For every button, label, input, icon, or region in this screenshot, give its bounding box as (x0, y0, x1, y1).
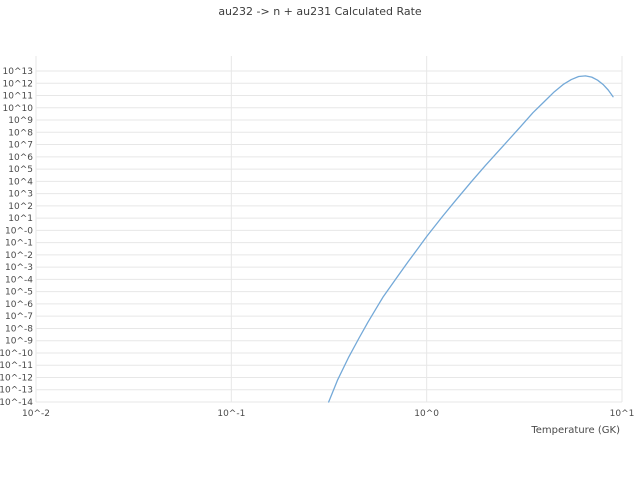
x-tick-label: 10^-1 (217, 409, 245, 419)
y-tick-label: 10^-11 (0, 361, 33, 371)
y-tick-label: 10^-6 (5, 300, 33, 310)
y-tick-label: 10^-4 (5, 275, 33, 285)
y-tick-label: 10^12 (3, 79, 33, 89)
y-tick-label: 10^10 (3, 104, 34, 114)
y-tick-label: 10^-0 (5, 226, 33, 236)
x-tick-label: 10^1 (610, 409, 635, 419)
y-tick-label: 10^7 (8, 141, 33, 151)
x-tick-label: 10^-2 (22, 409, 50, 419)
y-tick-label: 10^-5 (5, 288, 33, 298)
y-tick-label: 10^-10 (0, 349, 33, 359)
y-tick-label: 10^11 (3, 92, 33, 102)
y-tick-label: 10^-3 (5, 263, 33, 273)
y-tick-label: 10^-14 (0, 398, 33, 408)
y-tick-label: 10^-7 (5, 312, 33, 322)
y-tick-label: 10^-12 (0, 373, 33, 383)
y-tick-label: 10^1 (8, 214, 33, 224)
y-tick-label: 10^-1 (5, 239, 33, 249)
rate-curve (328, 75, 614, 403)
y-tick-label: 10^4 (8, 177, 33, 187)
x-axis-label: Temperature (GK) (531, 425, 620, 436)
y-tick-label: 10^13 (3, 67, 33, 77)
x-tick-label: 10^0 (414, 409, 439, 419)
y-tick-label: 10^6 (8, 153, 33, 163)
y-tick-label: 10^-9 (5, 337, 33, 347)
y-tick-label: 10^5 (8, 165, 33, 175)
chart-title: au232 -> n + au231 Calculated Rate (218, 5, 422, 18)
y-tick-label: 10^-2 (5, 251, 33, 261)
y-tick-label: 10^2 (8, 202, 33, 212)
y-tick-label: 10^3 (8, 190, 33, 200)
y-tick-label: 10^8 (8, 128, 33, 138)
y-tick-label: 10^-13 (0, 386, 33, 396)
y-tick-label: 10^9 (8, 116, 33, 126)
y-tick-label: 10^-8 (5, 324, 33, 334)
